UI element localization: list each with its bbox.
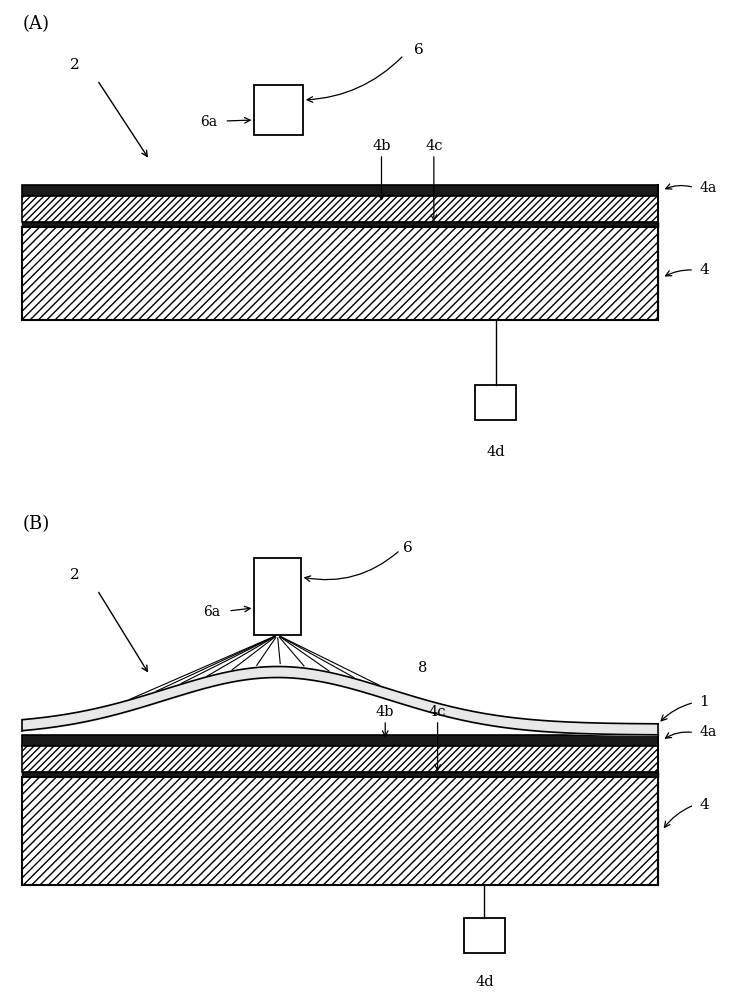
Bar	[22, 735, 658, 746]
Bar	[22, 777, 658, 884]
Text: 6a: 6a	[203, 605, 221, 619]
Bar	[464, 918, 505, 952]
Text: (B): (B)	[22, 515, 49, 533]
Text: 6: 6	[414, 43, 424, 57]
Bar	[254, 85, 303, 135]
Text: 4d: 4d	[486, 445, 505, 459]
Bar	[22, 772, 658, 777]
Text: 2: 2	[70, 58, 80, 72]
Text: 4a: 4a	[699, 180, 717, 194]
Text: 4d: 4d	[475, 975, 494, 989]
Text: 2: 2	[70, 568, 80, 582]
Text: 4c: 4c	[429, 704, 447, 718]
Bar	[22, 746, 658, 772]
Text: 8: 8	[418, 660, 427, 674]
Text: 6a: 6a	[200, 115, 217, 129]
Bar	[22, 196, 658, 222]
Bar	[22, 185, 658, 196]
Text: 4a: 4a	[699, 726, 717, 740]
Bar	[22, 227, 658, 320]
Bar	[22, 222, 658, 227]
Text: 4b: 4b	[373, 138, 390, 152]
Text: 6: 6	[402, 540, 413, 554]
Text: 4: 4	[699, 798, 709, 812]
Text: 4: 4	[699, 263, 709, 277]
Bar	[254, 558, 301, 635]
Text: 4c: 4c	[425, 138, 443, 152]
Text: 1: 1	[699, 696, 709, 710]
Text: 4b: 4b	[376, 704, 394, 718]
Text: (A): (A)	[22, 15, 49, 33]
Bar	[475, 385, 516, 420]
